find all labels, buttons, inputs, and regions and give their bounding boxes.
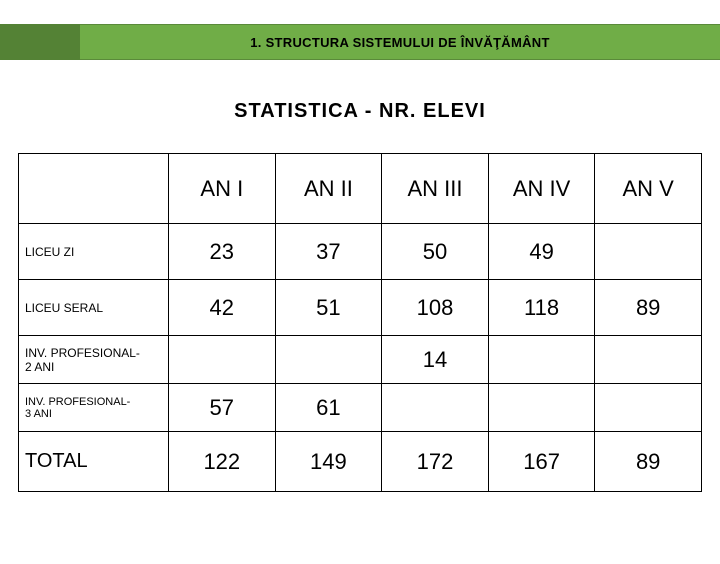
table-row-total: TOTAL 122 149 172 167 89 — [19, 432, 702, 492]
table-row: INV. PROFESIONAL- 2 ANI 14 — [19, 336, 702, 384]
cell: 167 — [488, 432, 595, 492]
cell: 172 — [382, 432, 489, 492]
cell: 108 — [382, 280, 489, 336]
cell: 57 — [169, 384, 276, 432]
table-row: LICEU SERAL 42 51 108 118 89 — [19, 280, 702, 336]
cell: 149 — [275, 432, 382, 492]
cell: 51 — [275, 280, 382, 336]
col-header-an4: AN IV — [488, 154, 595, 224]
cell — [595, 336, 702, 384]
stats-table: AN I AN II AN III AN IV AN V LICEU ZI 23… — [18, 153, 702, 492]
cell — [275, 336, 382, 384]
cell: 89 — [595, 280, 702, 336]
header-title: 1. STRUCTURA SISTEMULUI DE ÎNVĂŢĂMÂNT — [80, 24, 720, 60]
subtitle: STATISTICA - NR. ELEVI — [0, 100, 720, 123]
row-label: LICEU ZI — [19, 224, 169, 280]
cell — [595, 224, 702, 280]
cell — [488, 336, 595, 384]
cell: 49 — [488, 224, 595, 280]
cell — [488, 384, 595, 432]
header-bar: 1. STRUCTURA SISTEMULUI DE ÎNVĂŢĂMÂNT — [0, 24, 720, 60]
col-header-an5: AN V — [595, 154, 702, 224]
cell: 42 — [169, 280, 276, 336]
cell: 23 — [169, 224, 276, 280]
col-header-an2: AN II — [275, 154, 382, 224]
row-label-total: TOTAL — [19, 432, 169, 492]
table-container: AN I AN II AN III AN IV AN V LICEU ZI 23… — [0, 153, 720, 492]
cell: 61 — [275, 384, 382, 432]
cell: 50 — [382, 224, 489, 280]
cell — [382, 384, 489, 432]
cell: 118 — [488, 280, 595, 336]
cell: 89 — [595, 432, 702, 492]
cell: 37 — [275, 224, 382, 280]
table-row: LICEU ZI 23 37 50 49 — [19, 224, 702, 280]
col-header-an3: AN III — [382, 154, 489, 224]
row-label: INV. PROFESIONAL- 2 ANI — [19, 336, 169, 384]
row-label: LICEU SERAL — [19, 280, 169, 336]
col-header-an1: AN I — [169, 154, 276, 224]
cell — [595, 384, 702, 432]
col-header-blank — [19, 154, 169, 224]
table-row: INV. PROFESIONAL- 3 ANI 57 61 — [19, 384, 702, 432]
row-label: INV. PROFESIONAL- 3 ANI — [19, 384, 169, 432]
cell — [169, 336, 276, 384]
table-header-row: AN I AN II AN III AN IV AN V — [19, 154, 702, 224]
cell: 122 — [169, 432, 276, 492]
header-accent — [0, 24, 80, 60]
cell: 14 — [382, 336, 489, 384]
